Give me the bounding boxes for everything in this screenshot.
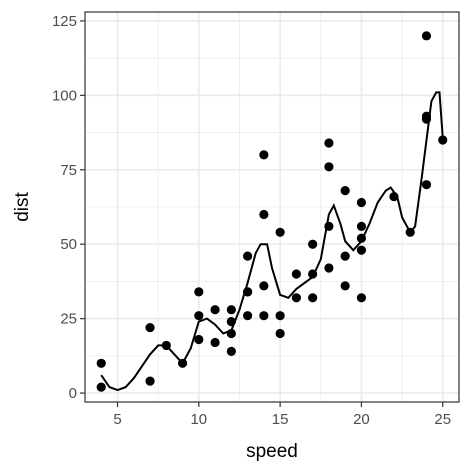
y-axis-title: dist: [12, 192, 33, 222]
data-point: [226, 317, 236, 327]
x-tick-label: 10: [190, 411, 207, 428]
data-point: [340, 251, 350, 261]
data-point: [421, 31, 432, 41]
data-point: [210, 337, 220, 348]
data-point: [324, 263, 334, 273]
data-point: [356, 293, 367, 303]
data-point: [259, 281, 269, 291]
data-point: [194, 311, 204, 321]
data-point: [291, 293, 301, 303]
data-point: [291, 269, 301, 279]
data-point: [340, 281, 350, 291]
data-point: [308, 293, 318, 303]
y-tick-label: 50: [60, 236, 77, 253]
data-point: [145, 376, 155, 386]
data-point: [340, 186, 350, 196]
data-point: [226, 346, 236, 356]
data-point: [356, 221, 367, 231]
data-point: [194, 334, 204, 345]
data-point: [308, 239, 318, 249]
data-point: [243, 251, 253, 261]
data-point: [389, 191, 399, 202]
data-point: [259, 311, 269, 321]
data-point: [356, 245, 367, 255]
data-point: [96, 382, 106, 392]
data-point: [438, 135, 448, 145]
x-axis-title: speed: [246, 441, 298, 462]
panel-border: [84, 11, 460, 403]
data-point: [259, 209, 269, 220]
y-tick-label: 125: [52, 13, 77, 30]
data-point: [324, 138, 334, 148]
data-point: [421, 111, 432, 121]
data-point: [308, 269, 318, 279]
y-tick-label: 75: [60, 162, 77, 179]
data-point: [275, 311, 285, 321]
x-tick-label: 20: [353, 411, 370, 428]
data-point: [194, 287, 204, 297]
data-point: [275, 227, 285, 237]
minor-gridlines: [85, 12, 459, 402]
data-point: [161, 340, 171, 351]
data-point: [405, 227, 415, 237]
x-tick-label: 5: [113, 411, 121, 428]
data-point: [226, 305, 236, 315]
data-point: [356, 233, 367, 243]
data-point: [243, 287, 253, 297]
data-point: [96, 358, 106, 368]
x-tick-label: 15: [272, 411, 289, 428]
data-point: [324, 221, 334, 231]
data-point: [421, 180, 432, 190]
y-tick-label: 0: [69, 385, 77, 402]
data-point: [145, 322, 155, 333]
data-point: [243, 311, 253, 321]
x-axis-ticks: 5 10 15 20 25: [113, 402, 451, 428]
data-point: [275, 328, 285, 339]
data-point: [259, 150, 269, 160]
y-axis-ticks: 0 25 50 75 100 125: [52, 13, 85, 402]
data-point: [177, 358, 188, 368]
data-point: [356, 197, 367, 208]
y-tick-label: 100: [52, 87, 77, 104]
y-tick-label: 25: [60, 311, 77, 328]
data-point: [210, 305, 220, 315]
data-point: [226, 328, 236, 339]
x-tick-label: 25: [434, 411, 451, 428]
data-point: [324, 162, 334, 172]
data-points: [96, 31, 448, 392]
